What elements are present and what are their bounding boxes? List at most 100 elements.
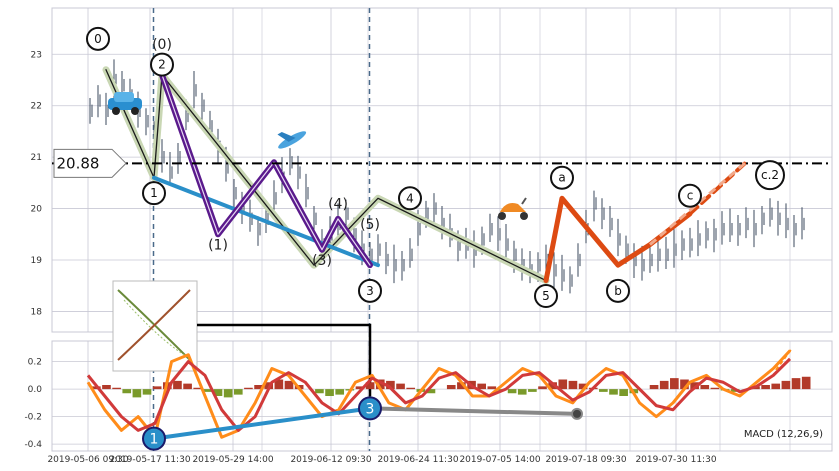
macd-histogram-bar [254,385,263,390]
plane-icon [277,131,307,149]
macd-y-tick: 0.2 [28,358,42,368]
price-y-tick: 20 [31,205,43,215]
price-panel [51,7,833,333]
price-y-tick: 18 [31,307,43,317]
thumbnail-curve [117,289,191,361]
wave-label: (0) [152,37,172,53]
macd-histogram-bar [152,386,162,390]
wave-label-circle [358,278,382,303]
price-y-tick: 23 [31,50,42,60]
macd-histogram-bar [396,383,405,390]
macd-histogram-bar [619,389,628,396]
wave-label-circle [86,26,110,51]
macd-histogram-bar [102,385,111,390]
wave-label: 3 [366,284,374,298]
x-tick-label: 2019-05-06 09:30 [47,455,128,465]
macd-histogram-bar [781,380,791,390]
macd-histogram-bar [193,387,203,390]
projection-wave [688,160,748,216]
scooter-icon [498,197,528,220]
macd-histogram-bar [213,389,223,396]
macd-histogram-bar [477,383,486,390]
macd-histogram-bar [122,389,132,394]
macd-histogram-bar [538,386,547,390]
wave-label-circle [678,183,702,208]
macd-histogram-bar [223,389,233,398]
macd-histogram-bar [517,389,527,395]
projection-wave-alt [649,161,747,246]
macd-histogram-bar [284,380,294,390]
wave-label: c [687,189,694,203]
macd-histogram-bar [203,389,213,392]
wave-label: 0 [94,32,102,46]
wave-label-circle [606,278,630,303]
macd-histogram-bar [690,382,699,390]
wave-label-circle [550,165,574,190]
x-tick-label: 2019-05-17 11:30 [109,455,190,465]
macd-histogram-bar [548,382,557,390]
macd-histogram-bar [659,380,669,390]
wave-label: 4 [406,191,414,205]
macd-histogram-bar [335,389,345,395]
price-y-tick: 22 [31,102,42,112]
macd-histogram-bar [446,385,456,390]
x-tick-label: 2019-05-29 14:00 [192,455,273,465]
wave-label: (1) [208,238,228,254]
wave-label: a [558,171,565,185]
wave-label-circle [142,181,166,206]
x-tick-label: 2019-07-30 11:30 [635,455,716,465]
macd-wave-label: 1 [150,432,159,448]
macd-histogram-bar [457,382,466,390]
macd-wave-label: 3 [366,401,375,417]
macd-histogram-bar [680,379,689,390]
car-icon [108,92,142,115]
macd-histogram-bar [244,387,253,390]
x-tick-label: 2019-06-12 09:30 [290,455,371,465]
macd-histogram-bar [426,389,436,394]
macd-y-tick: 0.0 [28,385,43,395]
macd-histogram-bar [771,383,781,390]
macd-histogram-bar [791,378,801,390]
macd-histogram-bar [710,387,720,390]
macd-histogram-bar [274,379,284,390]
macd-histogram-bar [315,389,324,394]
macd-histogram-bar [507,389,517,394]
elliott-intermediate-wave-core [161,74,371,266]
macd-histogram-bar [761,385,770,390]
macd-histogram-bar [325,389,334,396]
thumbnail-curve [117,289,191,361]
macd-y-tick: -0.4 [24,440,42,450]
macd-histogram-bar [528,389,537,392]
macd-histogram-bar [112,387,121,390]
macd-grey-line [369,406,578,416]
macd-wave-marker [358,396,382,421]
wave-label: (5) [360,217,380,233]
macd-projection [775,347,793,371]
macd-histogram-bar [700,385,710,390]
macd-histogram-bar [173,380,182,390]
wave-label-circle [398,186,422,211]
x-tick-label: 2019-06-24 11:30 [377,455,458,465]
macd-histogram-bar [578,383,588,390]
wave-label: c.2 [761,168,779,182]
connector-line [197,323,372,397]
macd-histogram-bar [386,380,395,390]
wave-label: b [614,284,622,298]
level-tag [53,148,127,178]
macd-histogram-bar [599,389,608,392]
wave-label: (3) [312,253,332,269]
macd-histogram-bar [568,380,578,390]
macd-trendline [153,406,371,441]
macd-histogram-bar [801,376,811,390]
elliott-primary-wave-core [105,69,547,282]
macd-histogram-bar [649,385,659,390]
macd-title: MACD (12,26,9) [744,429,823,440]
thumbnail-curve [123,299,187,357]
macd-histogram-bar [487,386,497,390]
macd-histogram-bar [233,389,243,395]
price-y-tick: 19 [31,256,43,266]
macd-histogram-bar [183,383,192,390]
macd-grey-point [571,407,583,420]
macd-line [86,349,792,439]
